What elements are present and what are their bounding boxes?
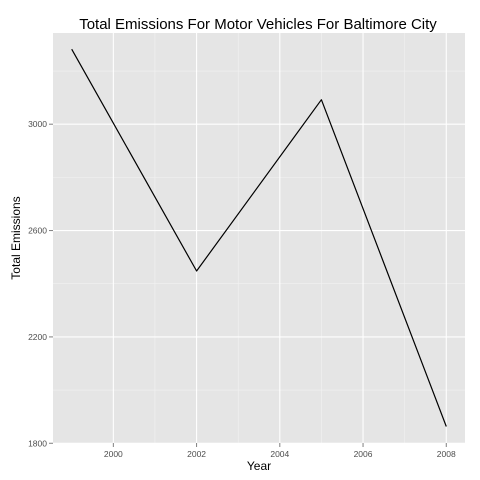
x-axis: 2000 2002 2004 2006 2008 (104, 443, 456, 459)
y-tick-label: 2200 (28, 332, 47, 342)
y-tick-label: 1800 (28, 438, 47, 448)
series-group (71, 48, 447, 427)
y-axis: 1800 2200 2600 3000 (28, 119, 53, 448)
chart-title: Total Emissions For Motor Vehicles For B… (79, 16, 437, 33)
grid-major (53, 33, 465, 444)
series-line (71, 48, 447, 427)
y-tick-label: 2600 (28, 226, 47, 236)
y-tick-label: 3000 (28, 119, 47, 129)
x-axis-label: Year (247, 459, 271, 473)
plot-panel (53, 33, 465, 443)
x-tick-label: 2006 (354, 449, 373, 459)
x-tick-label: 2002 (187, 449, 206, 459)
x-tick-label: 2004 (270, 449, 289, 459)
x-tick-label: 2008 (437, 449, 456, 459)
x-tick-label: 2000 (104, 449, 123, 459)
y-axis-label: Total Emissions (9, 196, 23, 279)
